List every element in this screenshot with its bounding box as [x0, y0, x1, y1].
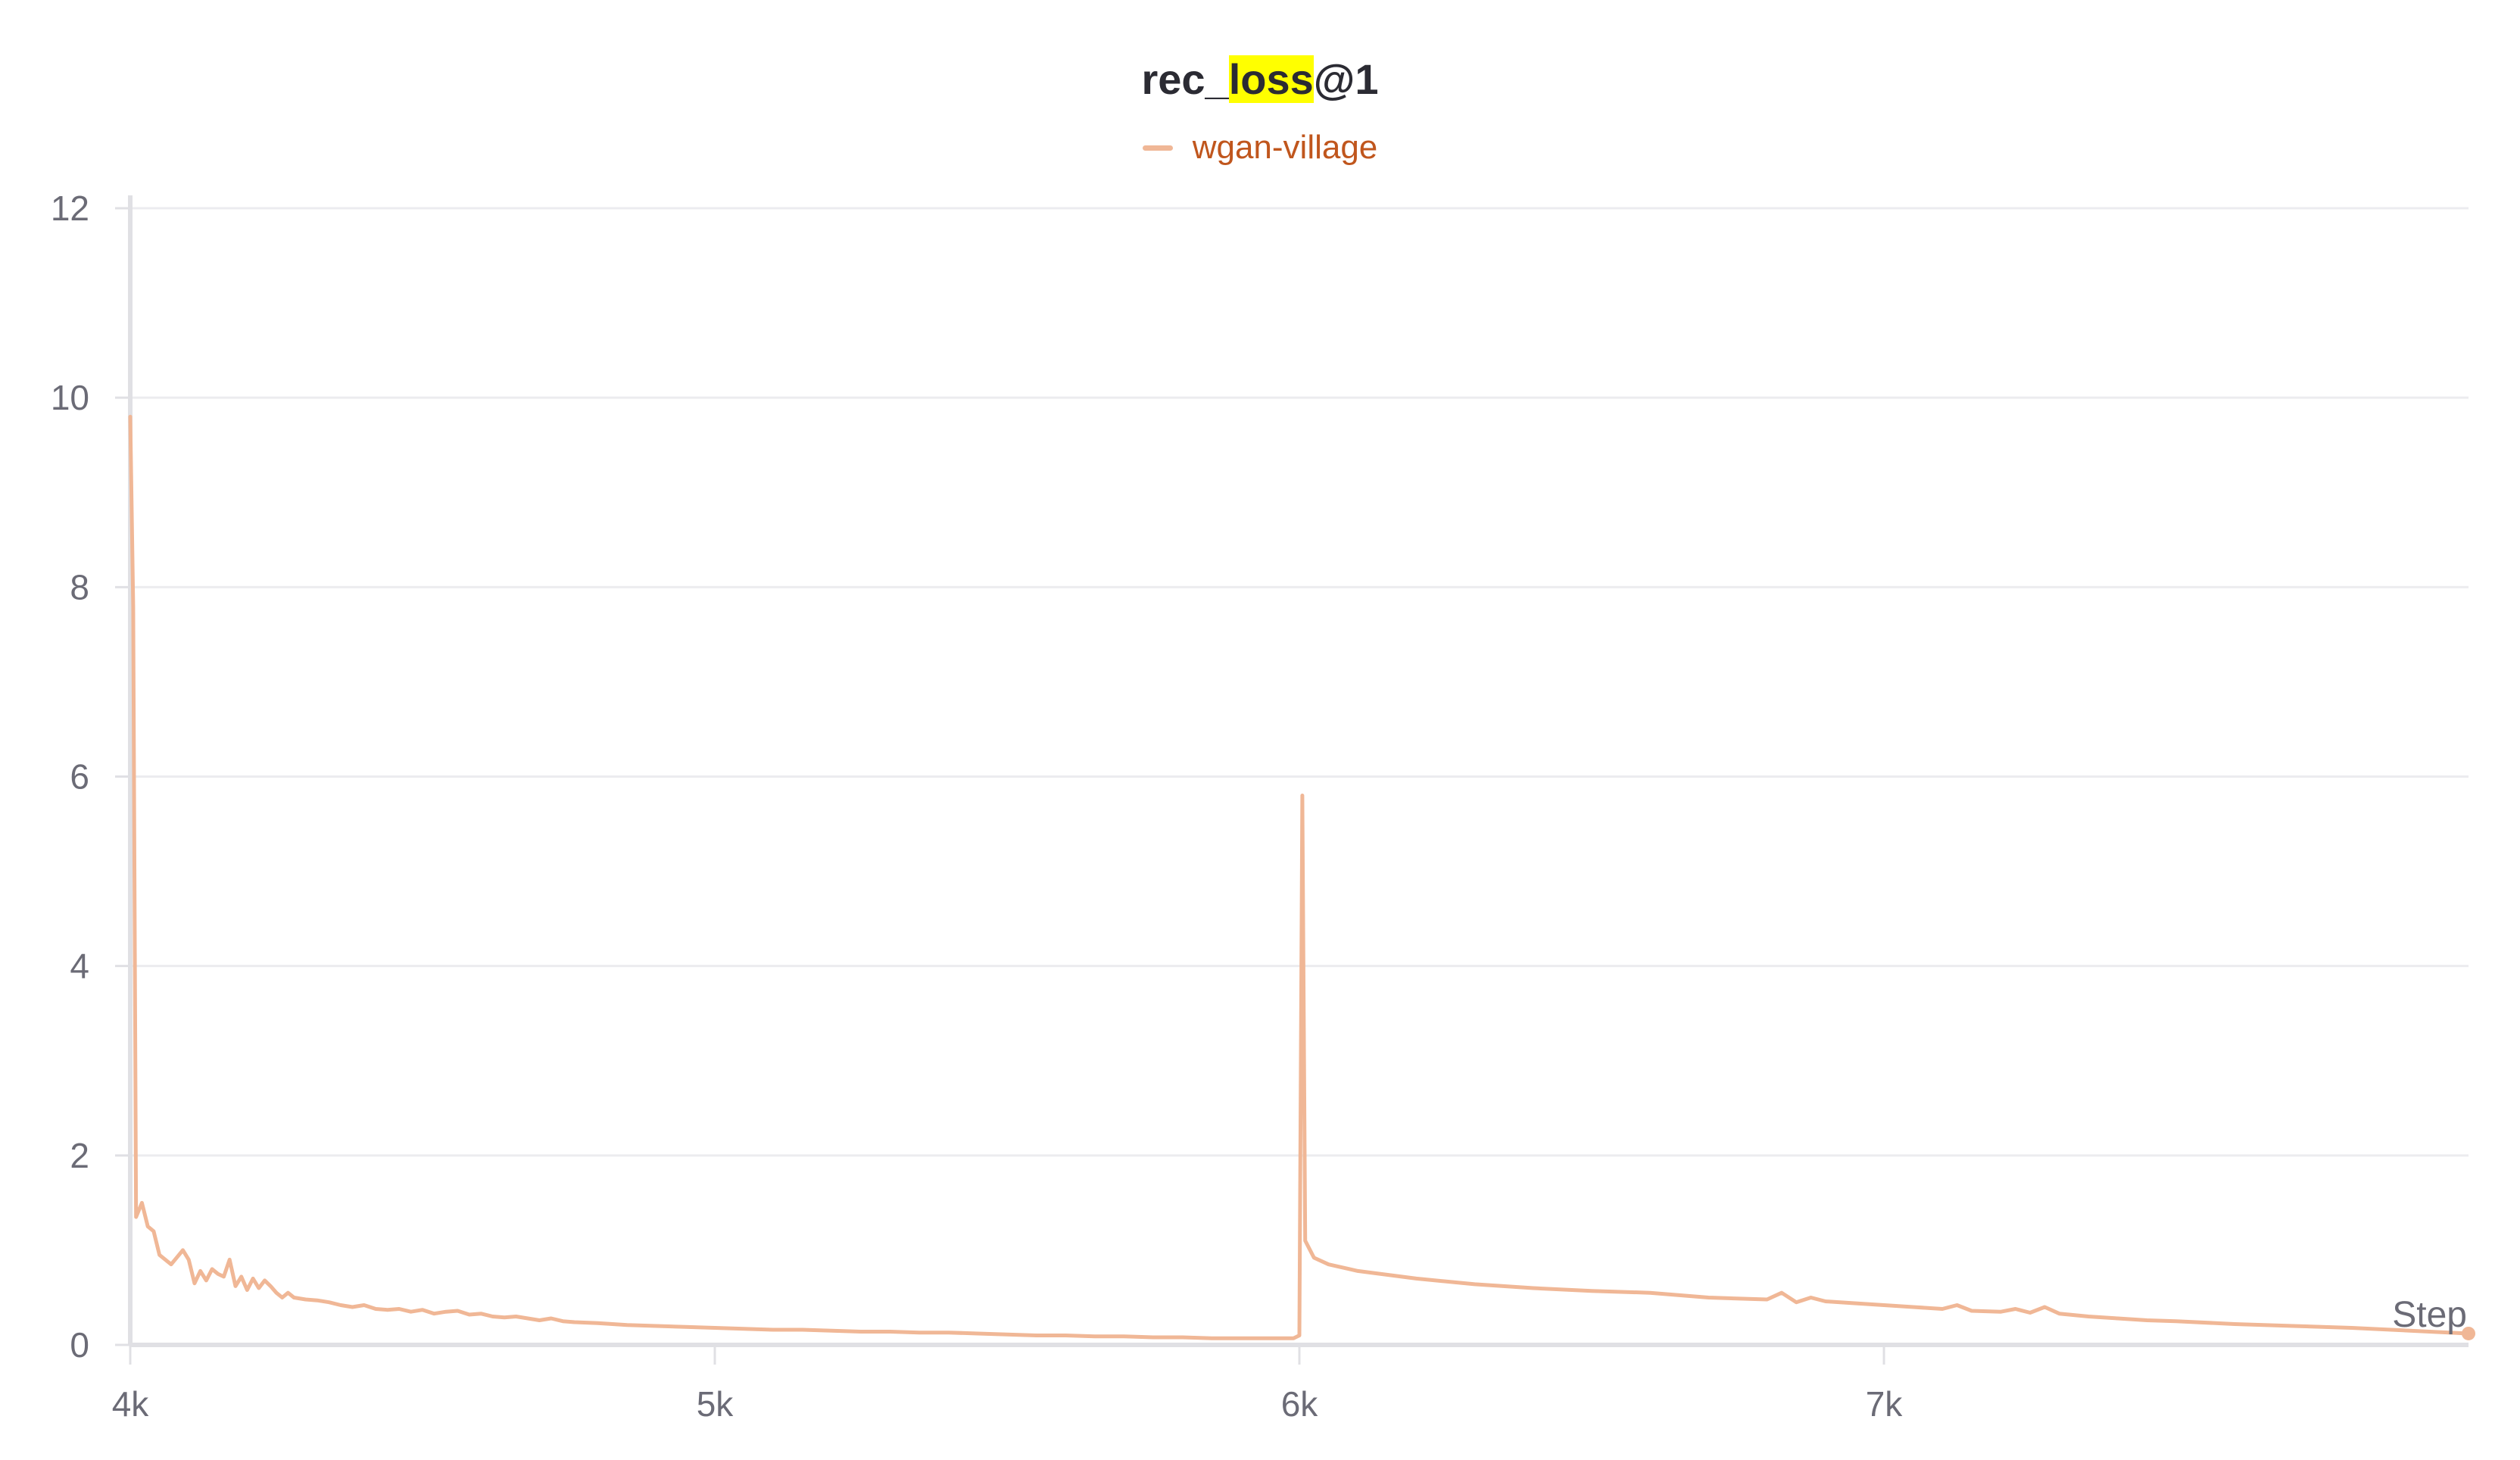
grid-lines [130, 207, 2469, 1157]
series-layer [128, 414, 2475, 1340]
y-tick-label: 2 [70, 1136, 89, 1175]
y-tick-label: 0 [70, 1325, 89, 1365]
x-tick-label: 7k [1866, 1384, 1904, 1424]
x-tick-label: 4k [112, 1384, 150, 1424]
chart-legend[interactable]: wgan-village [0, 129, 2520, 167]
x-tick-label: 6k [1281, 1384, 1319, 1424]
y-tick-label: 12 [51, 189, 89, 228]
chart-title-highlight: loss [1228, 55, 1314, 103]
chart-title-prefix: rec_ [1141, 55, 1229, 103]
x-tick-label: 5k [697, 1384, 734, 1424]
y-tick-label: 6 [70, 757, 89, 797]
chart-title: rec_loss@1 [0, 55, 2520, 104]
legend-swatch [1142, 145, 1173, 151]
legend-series-name: wgan-village [1192, 129, 1378, 166]
y-tick-label: 4 [70, 947, 89, 986]
series-end-point[interactable] [2462, 1326, 2475, 1340]
y-tick-label: 8 [70, 567, 89, 607]
chart-title-suffix: @1 [1313, 55, 1379, 103]
axes [115, 195, 2469, 1365]
series-line[interactable] [128, 414, 2471, 1340]
y-tick-label: 10 [51, 378, 89, 417]
x-axis-title: Step [2392, 1295, 2467, 1335]
tick-labels: 0 2 4 6 8 10 12 4k 5k 6k 7k Step [51, 189, 2467, 1424]
